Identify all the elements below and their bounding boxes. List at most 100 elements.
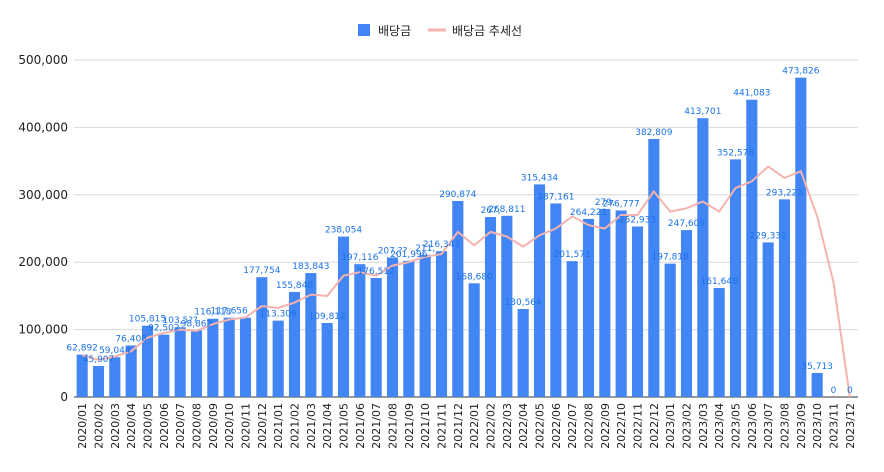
bar-value-label: 441,083 <box>733 89 770 99</box>
bar-value-label: 105,815 <box>129 315 166 325</box>
bar <box>239 317 252 397</box>
x-tick-label: 2022/01 <box>468 403 481 449</box>
bar-value-label: 155,840 <box>276 281 313 291</box>
bar <box>288 291 301 397</box>
bar-value-label: 59,044 <box>99 346 131 356</box>
x-tick-label: 2022/08 <box>583 403 596 449</box>
bar-value-label: 216,343 <box>423 240 460 250</box>
bar <box>697 118 709 397</box>
y-tick-label: 400,000 <box>18 120 68 134</box>
x-tick-label: 2020/11 <box>240 403 253 449</box>
bar <box>746 99 758 398</box>
bar <box>762 242 774 397</box>
bar-value-label: 287,161 <box>537 192 574 202</box>
x-tick-label: 2020/07 <box>174 403 187 449</box>
bar-value-label: 247,609 <box>668 219 705 229</box>
x-tick-label: 2020/03 <box>109 403 122 449</box>
bar-value-label: 252,933 <box>619 216 656 226</box>
bar-value-label: 352,578 <box>717 148 754 158</box>
bar <box>664 263 676 397</box>
x-tick-label: 2023/04 <box>713 403 726 449</box>
bar-value-label: 197,818 <box>652 253 689 263</box>
x-tick-label: 2023/06 <box>746 403 759 449</box>
bar <box>680 230 693 397</box>
bar-value-label: 98,862 <box>181 319 213 329</box>
bar-value-label: 207,?? <box>378 246 408 256</box>
x-tick-label: 2021/12 <box>452 403 465 449</box>
bar <box>517 308 529 397</box>
bar-value-label: 177,754 <box>243 266 280 276</box>
bar-value-label: 168,680 <box>456 272 493 282</box>
bar-value-label: 238,054 <box>325 226 362 236</box>
bar <box>435 251 448 397</box>
bar-value-label: 413,701 <box>684 107 721 117</box>
x-tick-label: 2020/01 <box>76 403 89 449</box>
bar-value-label: 103,5?? <box>163 316 199 326</box>
x-axis-ticks: 2020/01 2020/02 2020/03 2020/04 2020/05 2020/… <box>76 403 857 449</box>
x-tick-label: 2020/12 <box>256 403 269 449</box>
x-tick-label: 2022/02 <box>485 403 498 449</box>
x-tick-label: 2023/08 <box>779 403 792 449</box>
bar <box>158 334 170 397</box>
bar-value-label: 161,648 <box>701 277 738 287</box>
x-tick-label: 2020/08 <box>191 403 204 449</box>
x-tick-label: 2020/09 <box>207 403 220 449</box>
bar-value-label: 290,874 <box>439 190 476 200</box>
x-tick-label: 2022/07 <box>566 403 579 449</box>
bar <box>305 273 317 397</box>
y-tick-label: 300,000 <box>18 188 68 202</box>
x-tick-label: 2021/01 <box>272 403 285 449</box>
bar <box>452 200 464 397</box>
x-tick-label: 2022/11 <box>632 403 645 449</box>
bar <box>207 318 219 397</box>
x-tick-label: 2022/06 <box>550 403 563 449</box>
bar <box>403 260 415 397</box>
legend-bar-swatch <box>358 24 370 36</box>
x-tick-label: 2020/06 <box>158 403 171 449</box>
bar-value-label: 264,221 <box>570 208 607 218</box>
x-tick-label: 2021/08 <box>387 403 400 449</box>
x-tick-label: 2020/10 <box>223 403 236 449</box>
x-tick-label: 2023/09 <box>795 403 808 449</box>
legend-bar-label: 배당금 <box>378 24 411 38</box>
bar <box>370 278 382 397</box>
x-tick-label: 2021/06 <box>354 403 367 449</box>
x-tick-label: 2020/04 <box>125 403 138 449</box>
bar <box>92 366 105 397</box>
x-tick-label: 2022/03 <box>501 403 514 449</box>
bar <box>648 138 660 397</box>
bar-value-label: 315,434 <box>521 173 558 183</box>
bar-value-label: 201,996 <box>390 250 427 260</box>
x-tick-label: 2023/03 <box>697 403 710 449</box>
x-tick-label: 2022/10 <box>615 403 628 449</box>
bar <box>795 77 807 398</box>
bar <box>190 330 203 397</box>
bar-value-label: 267, <box>480 206 500 216</box>
bar <box>141 325 154 397</box>
bar <box>778 199 791 397</box>
x-tick-label: 2023/11 <box>828 403 841 449</box>
bar <box>713 288 725 397</box>
x-tick-label: 2021/09 <box>403 403 416 449</box>
bar <box>533 184 546 397</box>
x-tick-label: 2021/07 <box>370 403 383 449</box>
bar <box>337 236 350 397</box>
bar <box>174 327 186 397</box>
x-tick-label: 2021/03 <box>305 403 318 449</box>
bar-value-label: 197,116 <box>341 253 378 263</box>
bar-value-label: 473,826 <box>782 67 819 77</box>
x-tick-label: 2021/11 <box>436 403 449 449</box>
bar-value-label: 45,907 <box>83 355 115 365</box>
x-tick-label: 2022/09 <box>599 403 612 449</box>
trend-line-layer <box>81 165 851 398</box>
x-tick-label: 2021/04 <box>321 403 334 449</box>
x-tick-label: 2023/05 <box>730 403 743 449</box>
bar-value-label: 117,656 <box>211 307 248 317</box>
x-tick-label: 2020/05 <box>142 403 155 449</box>
bar-value-label: 92,502 <box>148 324 180 334</box>
bar-value-label: 382,809 <box>635 128 672 138</box>
y-tick-label: 0 <box>60 390 68 404</box>
x-tick-label: 2021/02 <box>289 403 302 449</box>
bar <box>811 372 823 397</box>
